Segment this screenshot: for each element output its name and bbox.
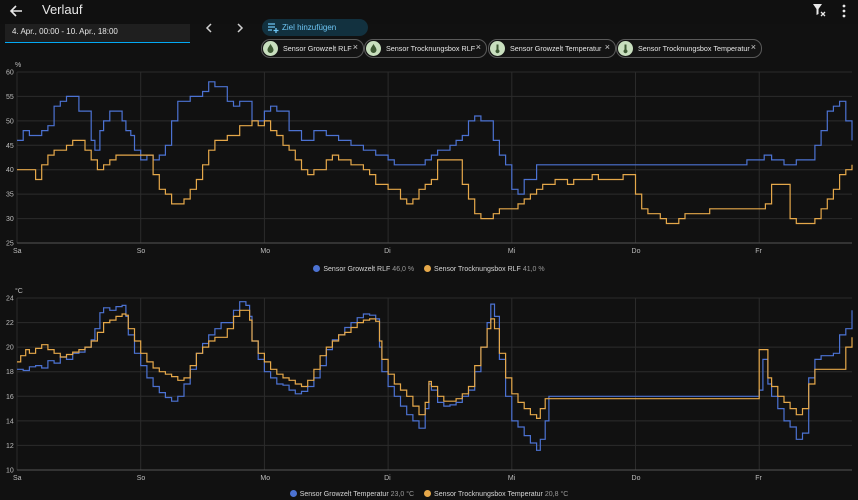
y-tick-label: 14 xyxy=(6,418,14,425)
y-tick-label: 40 xyxy=(6,167,14,174)
legend-value: 23,0 °C xyxy=(390,491,415,498)
axis-unit: °C xyxy=(15,287,23,295)
water-drop-icon xyxy=(263,41,278,56)
close-icon[interactable]: × xyxy=(604,42,610,52)
close-icon[interactable]: × xyxy=(475,42,481,52)
x-tick-label: Di xyxy=(384,248,391,255)
y-tick-label: 12 xyxy=(6,443,14,450)
legend-value: 20,8 °C xyxy=(544,491,569,498)
add-target-button[interactable]: Ziel hinzufügen xyxy=(262,19,368,36)
y-tick-label: 55 xyxy=(6,94,14,101)
x-tick-label: So xyxy=(137,475,146,482)
date-range-value: 4. Apr., 00:00 - 10. Apr., 18:00 xyxy=(12,27,118,36)
humidity-legend: Sensor Growzelt RLF 46,0 % Sensor Trocknu… xyxy=(0,265,858,273)
y-tick-label: 25 xyxy=(6,241,14,248)
x-tick-label: So xyxy=(137,248,146,255)
chip-sensor-trocknungsbox-temperatur[interactable]: Sensor Trocknungsbox Temperatur × xyxy=(616,39,762,58)
y-tick-label: 24 xyxy=(6,296,14,303)
thermometer-icon xyxy=(490,41,505,56)
legend-value: 46,0 % xyxy=(392,266,415,273)
legend-item[interactable]: Sensor Growzelt RLF 46,0 % xyxy=(313,265,414,273)
date-range-picker[interactable]: 4. Apr., 00:00 - 10. Apr., 18:00 xyxy=(5,24,190,43)
series-line-trocknungsbox xyxy=(17,120,853,225)
y-tick-label: 50 xyxy=(6,118,14,125)
series-line-growzelt xyxy=(17,301,853,451)
y-tick-label: 22 xyxy=(6,320,14,327)
x-tick-label: Fr xyxy=(755,248,762,255)
y-tick-label: 20 xyxy=(6,345,14,352)
x-tick-label: Mo xyxy=(260,248,270,255)
y-tick-label: 35 xyxy=(6,192,14,199)
axis-unit: % xyxy=(15,62,21,69)
legend-item[interactable]: Sensor Trocknungsbox RLF 41,0 % xyxy=(424,265,545,273)
temperature-chart: °C 10 12 14 16 18 20 22 24 Sa So Mo Di Mi Do Fr xyxy=(6,287,853,482)
legend-value: 41,0 % xyxy=(522,266,545,273)
legend-dot xyxy=(313,265,321,272)
legend-label: Sensor Growzelt RLF xyxy=(323,266,391,273)
y-tick-label: 18 xyxy=(6,369,14,376)
humidity-chart: % 25 30 35 40 45 50 55 60 Sa So Mo Di Mi Do Fr xyxy=(6,62,853,255)
playlist-add-icon xyxy=(268,23,279,33)
chip-label: Sensor Growzelt RLF xyxy=(283,44,352,53)
temperature-legend: Sensor Growzelt Temperatur 23,0 °C Sensor… xyxy=(0,490,858,498)
chip-sensor-growzelt-temperatur[interactable]: Sensor Growzelt Temperatur × xyxy=(488,39,616,58)
y-tick-label: 45 xyxy=(6,143,14,150)
y-tick-label: 16 xyxy=(6,394,14,401)
chip-sensor-growzelt-rlf[interactable]: Sensor Growzelt RLF × xyxy=(261,39,364,58)
back-arrow-icon[interactable] xyxy=(8,2,24,20)
legend-item[interactable]: Sensor Trocknungsbox Temperatur 20,8 °C xyxy=(424,490,568,498)
legend-dot xyxy=(289,490,297,497)
x-tick-label: Sa xyxy=(13,248,22,255)
chip-label: Sensor Trocknungsbox Temperatur xyxy=(638,44,750,53)
series-line-growzelt xyxy=(17,81,853,195)
chip-label: Sensor Growzelt Temperatur xyxy=(510,44,602,53)
legend-dot xyxy=(424,265,432,272)
legend-dot xyxy=(424,490,432,497)
x-tick-label: Di xyxy=(384,475,391,482)
y-tick-label: 60 xyxy=(6,70,14,77)
x-tick-label: Mi xyxy=(508,248,516,255)
water-drop-icon xyxy=(366,41,381,56)
legend-label: Sensor Growzelt Temperatur xyxy=(299,491,389,498)
chevron-right-icon[interactable] xyxy=(234,22,246,34)
y-tick-label: 30 xyxy=(6,216,14,223)
chip-sensor-trocknungsbox-rlf[interactable]: Sensor Trocknungsbox RLF × xyxy=(364,39,487,58)
thermometer-icon xyxy=(618,41,633,56)
series-line-trocknungsbox xyxy=(17,309,853,419)
x-tick-label: Do xyxy=(632,248,641,255)
close-icon[interactable]: × xyxy=(352,42,358,52)
legend-item[interactable]: Sensor Growzelt Temperatur 23,0 °C xyxy=(289,490,415,498)
filter-remove-icon[interactable] xyxy=(812,3,826,17)
chevron-left-icon[interactable] xyxy=(203,22,215,34)
x-tick-label: Mi xyxy=(508,475,516,482)
add-target-label: Ziel hinzufügen xyxy=(282,23,337,32)
chip-label: Sensor Trocknungsbox RLF xyxy=(386,44,476,53)
app-bar: Verlauf xyxy=(0,0,858,24)
legend-label: Sensor Trocknungsbox RLF xyxy=(434,266,521,273)
x-tick-label: Sa xyxy=(13,475,22,482)
y-tick-label: 10 xyxy=(6,468,14,475)
x-tick-label: Fr xyxy=(755,475,762,482)
close-icon[interactable]: × xyxy=(750,42,756,52)
page-title: Verlauf xyxy=(42,2,83,17)
legend-label: Sensor Trocknungsbox Temperatur xyxy=(434,491,543,498)
x-tick-label: Do xyxy=(632,475,641,482)
more-vert-icon[interactable] xyxy=(840,3,848,19)
x-tick-label: Mo xyxy=(260,475,270,482)
